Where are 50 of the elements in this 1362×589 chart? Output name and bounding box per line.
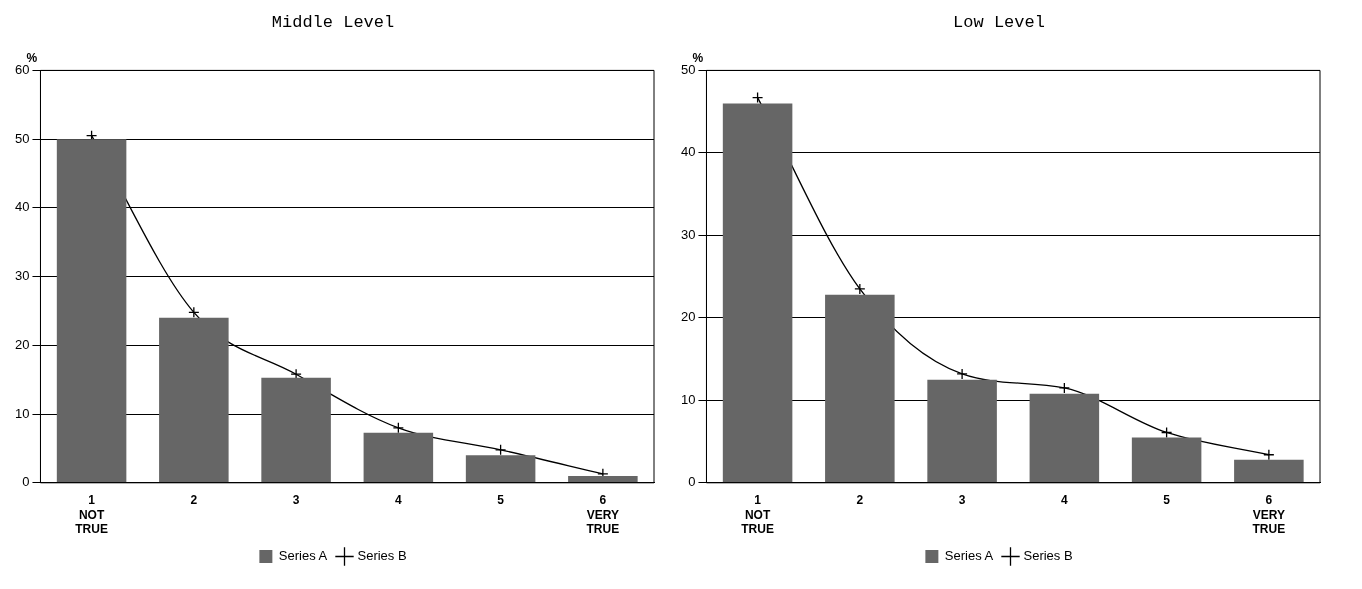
bar	[568, 475, 638, 483]
y-tick-label: 10	[680, 391, 696, 407]
legend-label: Series A	[944, 548, 994, 564]
x-tick-label: 1 NOT TRUE	[75, 493, 108, 537]
point	[1263, 449, 1275, 461]
point	[1058, 382, 1071, 394]
bar	[56, 139, 127, 483]
x-tick-label: 1 NOT TRUE	[741, 493, 774, 537]
point	[392, 422, 405, 434]
y-tick-label: 30	[680, 226, 696, 242]
y-tick-label: 50	[14, 130, 30, 146]
x-tick-label: 4	[395, 493, 403, 508]
bar	[363, 432, 434, 483]
y-tick-label: 20	[14, 336, 30, 352]
legend-label: Series A	[278, 548, 328, 564]
point	[854, 283, 866, 295]
chart-title: Low Level	[953, 12, 1045, 32]
bar	[1234, 459, 1304, 483]
x-tick-label: 5	[497, 493, 505, 508]
bar	[722, 103, 793, 483]
y-tick-label: 0	[22, 474, 30, 490]
point	[751, 91, 764, 104]
y-tick-label: 40	[14, 199, 30, 215]
bar	[1131, 437, 1202, 483]
y-tick-label: 20	[680, 309, 696, 325]
x-tick-label: 5	[1163, 493, 1171, 508]
x-tick-label: 4	[1061, 493, 1069, 508]
bar	[261, 377, 331, 483]
bar	[159, 317, 229, 483]
point	[188, 306, 200, 318]
x-tick-label: 3	[292, 493, 300, 508]
point	[956, 368, 968, 380]
x-tick-label: 3	[958, 493, 966, 508]
point	[494, 444, 507, 456]
point	[1160, 426, 1173, 439]
x-tick-label: 6 VERY TRUE	[586, 493, 620, 537]
y-tick-label: 0	[688, 474, 696, 490]
y-tick-label: 40	[680, 144, 696, 160]
bar	[465, 455, 536, 483]
chart-title: Middle Level	[271, 12, 395, 32]
x-tick-label: 6 VERY TRUE	[1252, 493, 1286, 537]
y-tick-label: 10	[14, 405, 30, 421]
bar	[927, 379, 997, 483]
legend-label: Series B	[1023, 548, 1073, 564]
bar	[825, 294, 895, 483]
legend-label: Series B	[357, 548, 407, 564]
y-tick-label: 30	[14, 268, 30, 284]
x-tick-label: 2	[856, 493, 864, 508]
x-tick-label: 2	[190, 493, 198, 508]
bar	[1029, 393, 1100, 483]
